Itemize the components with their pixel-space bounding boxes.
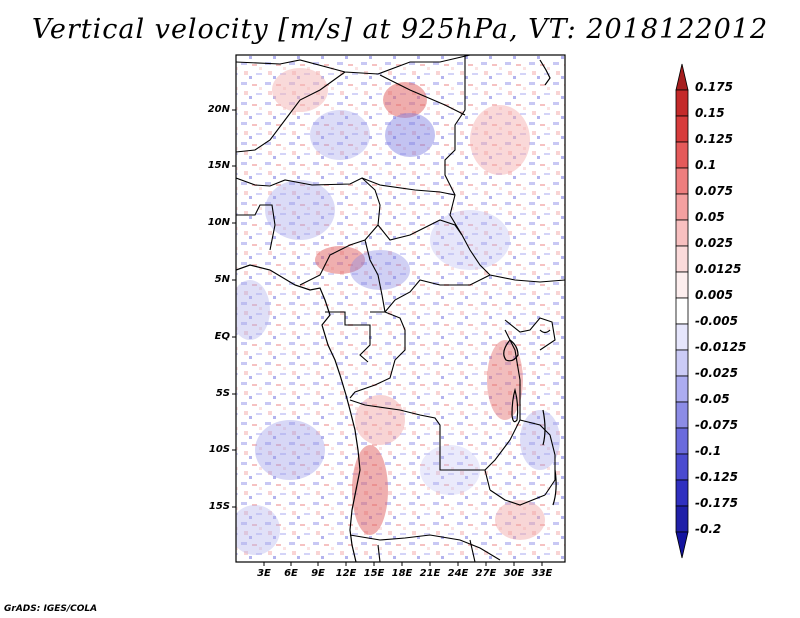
colorbar (675, 63, 689, 559)
lon-label-12e: 12E (335, 568, 357, 579)
lat-label-15n: 15N (207, 160, 230, 171)
colorbar-segment (675, 245, 689, 273)
coastline (236, 59, 557, 562)
colorbar-label: 0.05 (695, 210, 725, 224)
lat-label-10s: 10S (208, 444, 230, 455)
colorbar-segment (675, 297, 689, 325)
colorbar-label: 0.025 (695, 236, 733, 250)
colorbar-label: -0.125 (695, 470, 738, 484)
country-borders (236, 55, 565, 562)
colorbar-label: 0.125 (695, 132, 733, 146)
colorbar-segment (675, 167, 689, 195)
lon-label-33e: 33E (531, 568, 553, 579)
colorbar-segment (675, 271, 689, 299)
lon-label-3e: 3E (257, 568, 271, 579)
colorbar-label: -0.2 (695, 522, 722, 536)
colorbar-segment (675, 453, 689, 481)
colorbar-label: -0.0125 (695, 340, 747, 354)
colorbar-segment (675, 505, 689, 533)
lat-label-5n: 5N (214, 274, 230, 285)
colorbar-segment (675, 349, 689, 377)
colorbar-label: -0.05 (695, 392, 730, 406)
axis-ticks (232, 109, 543, 566)
colorbar-segment (675, 479, 689, 507)
colorbar-label: -0.1 (695, 444, 722, 458)
map-title: Vertical velocity [m/s] at 925hPa, VT: 2… (31, 14, 769, 45)
colorbar-label: 0.1 (695, 158, 717, 172)
colorbar-segment (675, 401, 689, 429)
map-frame (235, 54, 566, 563)
colorbar-label: -0.075 (695, 418, 738, 432)
grads-credit: GrADS: IGES/COLA (4, 604, 98, 614)
lat-label-eq: EQ (214, 331, 230, 342)
colorbar-label: -0.025 (695, 366, 738, 380)
colorbar-segment (675, 63, 689, 91)
lat-label-10n: 10N (207, 217, 230, 228)
colorbar-segment (675, 427, 689, 455)
lon-label-6e: 6E (284, 568, 298, 579)
lon-label-15e: 15E (363, 568, 385, 579)
lat-label-5s: 5S (215, 388, 230, 399)
lat-label-15s: 15S (208, 501, 230, 512)
lon-label-30e: 30E (503, 568, 525, 579)
colorbar-segment (675, 323, 689, 351)
colorbar-segment (675, 531, 689, 559)
colorbar-segment (675, 115, 689, 143)
lon-label-27e: 27E (475, 568, 497, 579)
colorbar-label: 0.0125 (695, 262, 742, 276)
colorbar-label: 0.15 (695, 106, 725, 120)
lon-label-9e: 9E (311, 568, 325, 579)
colorbar-label: -0.175 (695, 496, 738, 510)
lon-label-18e: 18E (391, 568, 413, 579)
colorbar-segment (675, 89, 689, 117)
colorbar-label: 0.005 (695, 288, 733, 302)
colorbar-segment (675, 219, 689, 247)
lon-label-24e: 24E (447, 568, 469, 579)
colorbar-segment (675, 375, 689, 403)
colorbar-segment (675, 141, 689, 169)
lon-label-21e: 21E (419, 568, 441, 579)
vertical-velocity-field (236, 55, 565, 562)
colorbar-label: -0.005 (695, 314, 738, 328)
lat-label-20n: 20N (207, 104, 230, 115)
colorbar-label: 0.175 (695, 80, 733, 94)
colorbar-segment (675, 193, 689, 221)
colorbar-label: 0.075 (695, 184, 733, 198)
